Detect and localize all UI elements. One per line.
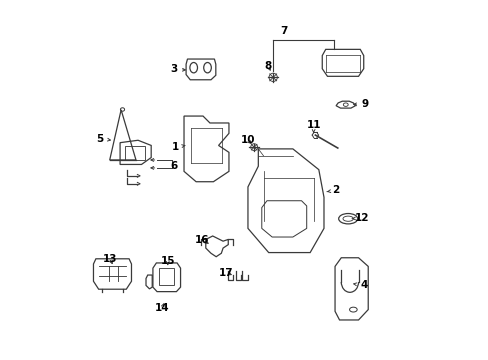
Text: 4: 4 xyxy=(353,280,366,291)
Text: 10: 10 xyxy=(240,135,255,145)
Text: 11: 11 xyxy=(306,120,320,132)
Text: 1: 1 xyxy=(171,142,184,152)
Text: 5: 5 xyxy=(96,134,110,144)
Text: 12: 12 xyxy=(351,213,368,223)
Text: 2: 2 xyxy=(326,185,339,195)
Text: 13: 13 xyxy=(103,255,118,265)
Text: 15: 15 xyxy=(160,256,175,266)
Text: 14: 14 xyxy=(155,303,169,313)
Text: 9: 9 xyxy=(353,99,368,109)
Text: 8: 8 xyxy=(264,61,271,71)
Text: 6: 6 xyxy=(170,161,177,171)
Text: 17: 17 xyxy=(219,267,233,278)
Text: 7: 7 xyxy=(280,26,287,36)
Text: 16: 16 xyxy=(195,235,209,246)
Text: 3: 3 xyxy=(170,64,185,75)
